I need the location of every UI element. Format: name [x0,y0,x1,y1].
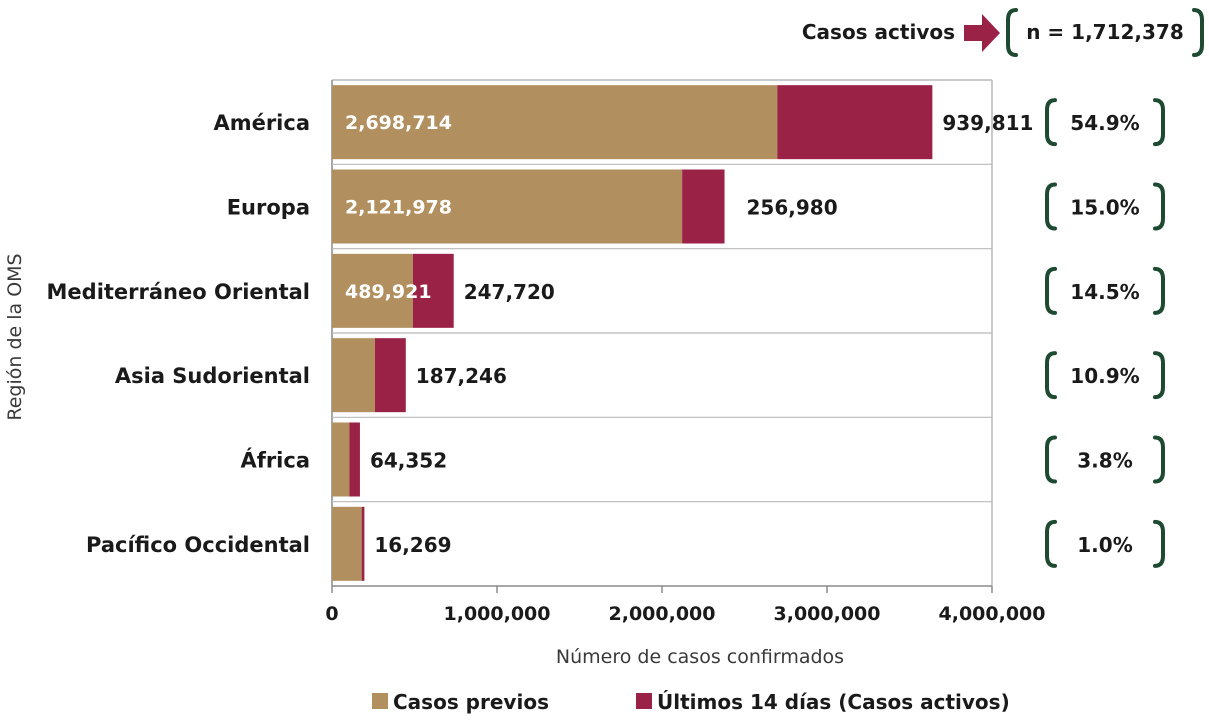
bars: 2,698,714 939,811 2,121,978 256,980 489,921 2… [332,85,1033,581]
legend-swatch-active [636,693,652,709]
x-tick-label: 3,000,000 [774,603,881,625]
bar-casos-activos [682,169,725,244]
percentage-item: 1.0% [1045,519,1165,568]
category-label: Mediterráneo Oriental [47,280,310,304]
bar-casos-activos [349,422,360,497]
data-label-casos-activos: 16,269 [374,533,451,557]
y-axis-label: Región de la OMS [4,253,26,420]
bracket-right [1153,351,1165,400]
x-tick-label: 2,000,000 [609,603,716,625]
legend: Casos previos Últimos 14 días (Casos act… [372,690,1010,714]
total-active-bracket-left [1006,8,1018,57]
data-label-casos-previos: 2,698,714 [345,112,452,134]
bracket-left [1045,519,1057,568]
category-labels: América Europa Mediterráneo Oriental Asia S… [47,111,310,557]
total-active-bracket-right [1192,8,1204,57]
category-label: Pacífico Occidental [86,533,310,557]
bracket-right [1153,182,1165,231]
x-tick-label: 0 [325,603,338,625]
data-label-casos-previos: 489,921 [345,281,432,303]
total-active-summary: Casos activos n = 1,712,378 [802,8,1204,57]
percentage-item: 15.0% [1045,182,1165,231]
bar-casos-previos [332,253,413,328]
bracket-right [1153,98,1165,147]
category-label: Europa [227,196,310,220]
bar-casos-activos [412,253,454,328]
arrow-right-icon [964,14,1000,52]
bracket-left [1045,98,1057,147]
data-label-casos-previos: 2,121,978 [345,197,452,219]
bar-casos-activos [777,85,933,160]
bar-casos-previos [332,85,778,160]
bar-casos-previos [332,169,683,244]
category-label: América [213,111,310,135]
plot-frame [331,79,993,587]
percentage-item: 54.9% [1045,98,1165,147]
bar-casos-activos [361,506,365,581]
percentage-value: 10.9% [1070,364,1139,388]
data-label-casos-activos: 187,246 [416,364,507,388]
legend-label-active: Últimos 14 días (Casos activos) [657,690,1010,714]
data-label-casos-activos: 939,811 [942,111,1033,135]
category-label: África [240,448,310,473]
percentage-value: 1.0% [1077,533,1132,557]
bracket-left [1045,266,1057,315]
data-label-casos-activos: 256,980 [747,196,838,220]
bar-casos-previos [332,338,375,413]
bar-casos-previos [332,422,350,497]
category-label: Asia Sudoriental [115,364,310,388]
bracket-right [1153,435,1165,484]
bar-casos-previos [332,506,362,581]
x-tick-label: 4,000,000 [939,603,1046,625]
percentage-column: 54.9% 15.0% 14.5% 10.9% 3.8% 1.0% [1045,98,1165,568]
percentage-value: 54.9% [1070,111,1139,135]
x-axis-label: Número de casos confirmados [556,646,844,668]
percentage-item: 10.9% [1045,351,1165,400]
percentage-item: 14.5% [1045,266,1165,315]
bar-casos-activos [374,338,406,413]
bracket-left [1045,435,1057,484]
x-axis-ticks: 0 1,000,000 2,000,000 3,000,000 4,000,000 [325,586,1045,625]
percentage-value: 15.0% [1070,196,1139,220]
percentage-value: 14.5% [1070,280,1139,304]
bracket-right [1153,266,1165,315]
x-tick-label: 1,000,000 [444,603,551,625]
bracket-left [1045,351,1057,400]
legend-swatch-previous [372,693,388,709]
bracket-left [1045,182,1057,231]
percentage-item: 3.8% [1045,435,1165,484]
legend-label-previous: Casos previos [393,690,549,714]
data-label-casos-activos: 247,720 [464,280,555,304]
data-label-casos-activos: 64,352 [370,449,447,473]
bracket-right [1153,519,1165,568]
percentage-value: 3.8% [1077,449,1132,473]
total-active-value: n = 1,712,378 [1026,20,1184,44]
total-active-label: Casos activos [802,20,955,44]
